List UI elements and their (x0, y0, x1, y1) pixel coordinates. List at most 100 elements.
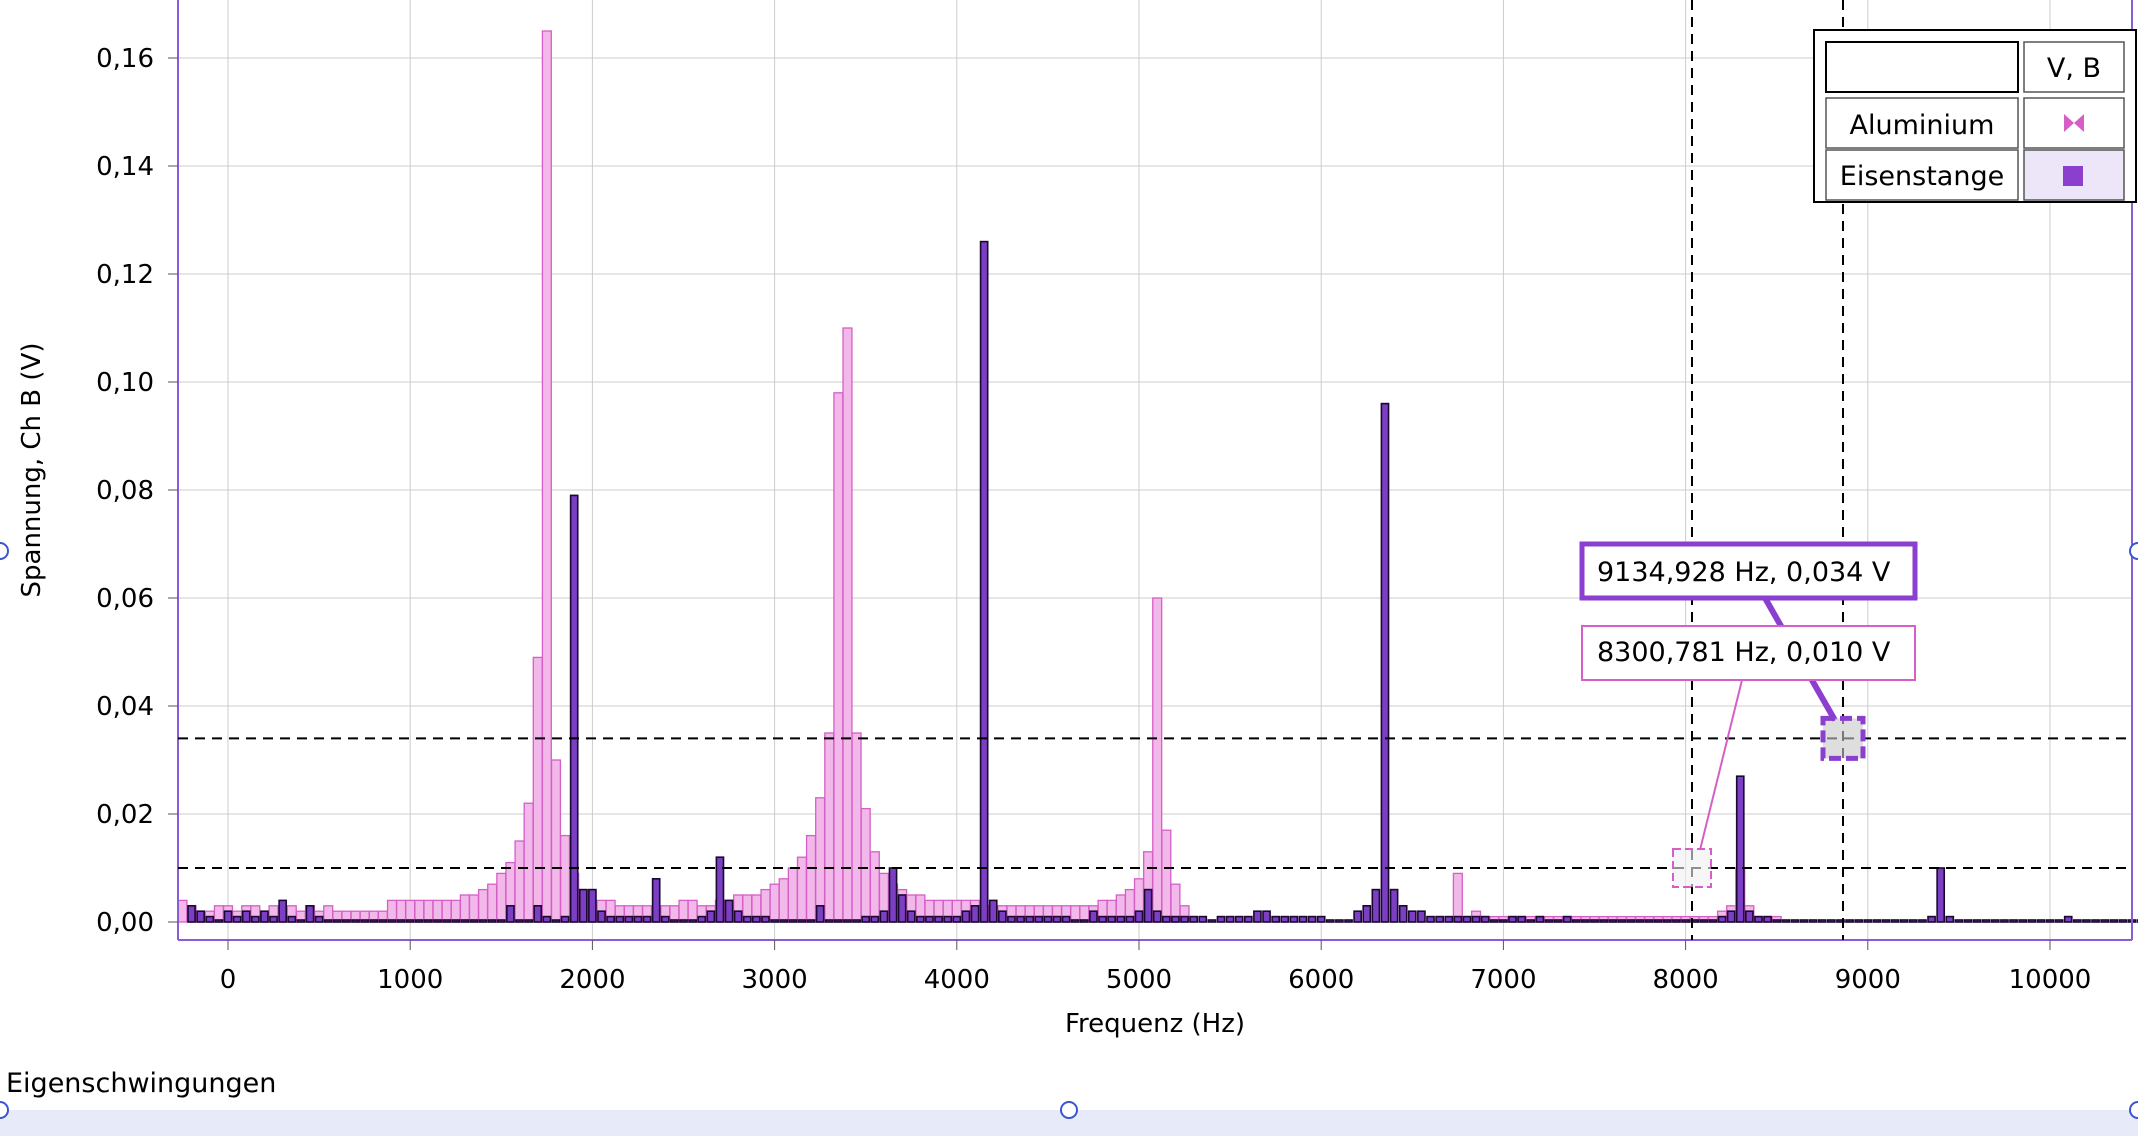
bar-eisenstange (715, 856, 725, 923)
legend-row-eisenstange (1825, 149, 2019, 201)
bar-aluminium (523, 802, 534, 923)
bar-eisenstange (1389, 888, 1399, 923)
x-tick-label: 0 (220, 965, 237, 995)
bar-eisenstange (1535, 915, 1545, 923)
resize-handle-bottom[interactable] (1060, 1101, 1078, 1119)
bar-eisenstange (588, 888, 597, 923)
bar-eisenstange (770, 919, 779, 923)
bar-aluminium (450, 899, 461, 923)
bar-eisenstange (1845, 919, 1854, 923)
legend-label-aluminium: Aluminium (1850, 110, 1995, 141)
bar-eisenstange (815, 904, 825, 923)
bar-eisenstange (451, 919, 461, 923)
bar-eisenstange (1908, 919, 1918, 923)
resize-handle-bottom-right[interactable] (2129, 1101, 2138, 1119)
bar-aluminium (860, 807, 871, 923)
bar-eisenstange (1198, 915, 1208, 923)
bar-aluminium (796, 856, 808, 923)
bar-aluminium (1152, 597, 1163, 923)
bar-eisenstange (1034, 915, 1044, 923)
bar-eisenstange (1562, 915, 1572, 923)
bar-eisenstange (1125, 915, 1135, 923)
bar-eisenstange (1745, 910, 1754, 923)
bar-aluminium (815, 797, 826, 923)
bar-eisenstange (651, 877, 661, 923)
bar-eisenstange (2082, 919, 2091, 923)
bar-eisenstange (870, 915, 880, 923)
bar-eisenstange (1070, 919, 1080, 923)
bar-aluminium (386, 899, 398, 923)
cursor-markers[interactable] (1672, 715, 1866, 888)
bar-eisenstange (861, 915, 871, 923)
x-axis-title: Frequenz (Hz) (1065, 1009, 1245, 1039)
bar-aluminium (514, 840, 525, 923)
bar-eisenstange (1371, 888, 1381, 923)
bar-eisenstange (1918, 919, 1927, 923)
bar-eisenstange (1280, 915, 1290, 923)
bar-eisenstange (1435, 915, 1444, 923)
bar-eisenstange (469, 919, 479, 923)
bar-eisenstange (196, 910, 206, 923)
bar-eisenstange (1599, 919, 1608, 923)
bar-eisenstange (1644, 919, 1654, 923)
bar-eisenstange (1143, 888, 1153, 923)
callout-eisenstange[interactable]: 9134,928 Hz, 0,034 V (1579, 541, 1918, 722)
x-tick-label: 1000 (377, 965, 443, 995)
bar-eisenstange (1253, 910, 1262, 923)
bar-eisenstange (1398, 904, 1408, 923)
resize-handle-right[interactable] (2129, 542, 2138, 560)
bar-eisenstange (250, 915, 260, 923)
y-axis-title: Spannung, Ch B (V) (17, 343, 47, 598)
callout-aluminium[interactable]: 8300,781 Hz, 0,010 V (1581, 625, 1916, 851)
y-tick-label: 0,00 (96, 908, 154, 938)
bar-eisenstange (797, 919, 807, 923)
bar-eisenstange (1052, 915, 1062, 923)
bar-eisenstange (1699, 919, 1709, 923)
bar-eisenstange (1817, 919, 1827, 923)
bar-eisenstange (1025, 915, 1035, 923)
bar-eisenstange (788, 919, 798, 923)
bar-eisenstange (1089, 910, 1098, 923)
bar-eisenstange (342, 919, 351, 923)
bar-eisenstange (323, 919, 333, 923)
bar-eisenstange (460, 919, 470, 923)
bar-eisenstange (1016, 915, 1025, 923)
bar-eisenstange (1152, 910, 1162, 923)
bar-eisenstange (1353, 910, 1362, 923)
bar-eisenstange (1180, 915, 1189, 923)
bar-aluminium (687, 899, 698, 923)
bar-aluminium (477, 888, 489, 923)
bar-eisenstange (533, 904, 543, 923)
callout-aluminium-box (1581, 625, 1916, 681)
bar-eisenstange (1444, 915, 1454, 923)
bar-eisenstange (1653, 919, 1663, 923)
y-tick-label: 0,12 (96, 260, 154, 290)
bar-eisenstange (1681, 919, 1690, 923)
bar-eisenstange (2063, 915, 2073, 923)
bar-eisenstange (214, 919, 224, 923)
bar-eisenstange (405, 919, 415, 923)
bar-eisenstange (542, 915, 552, 923)
bar-eisenstange (724, 899, 734, 923)
bar-eisenstange (2100, 919, 2110, 923)
bar-aluminium (550, 759, 562, 923)
square-marker-icon (2063, 166, 2083, 186)
x-tick-label: 2000 (559, 965, 625, 995)
bar-aluminium (787, 867, 798, 923)
y-tick-label: 0,06 (96, 584, 154, 614)
callout-aluminium-text: 8300,781 Hz, 0,010 V (1597, 637, 1891, 668)
bar-eisenstange (2027, 919, 2037, 923)
bar-eisenstange (560, 915, 570, 923)
bar-eisenstange (642, 915, 652, 923)
legend-header-right-text: V, B (2047, 53, 2101, 84)
bar-eisenstange (1362, 904, 1372, 923)
bar-eisenstange (1344, 919, 1353, 923)
bar-eisenstange (916, 915, 925, 923)
bar-aluminium (769, 883, 780, 923)
bar-aluminium (423, 899, 434, 923)
bar-eisenstange (988, 899, 998, 923)
bar-eisenstange (1298, 915, 1308, 923)
bar-eisenstange (2054, 919, 2064, 923)
bar-eisenstange (2072, 919, 2082, 923)
bowtie-marker-icon (2064, 114, 2074, 132)
